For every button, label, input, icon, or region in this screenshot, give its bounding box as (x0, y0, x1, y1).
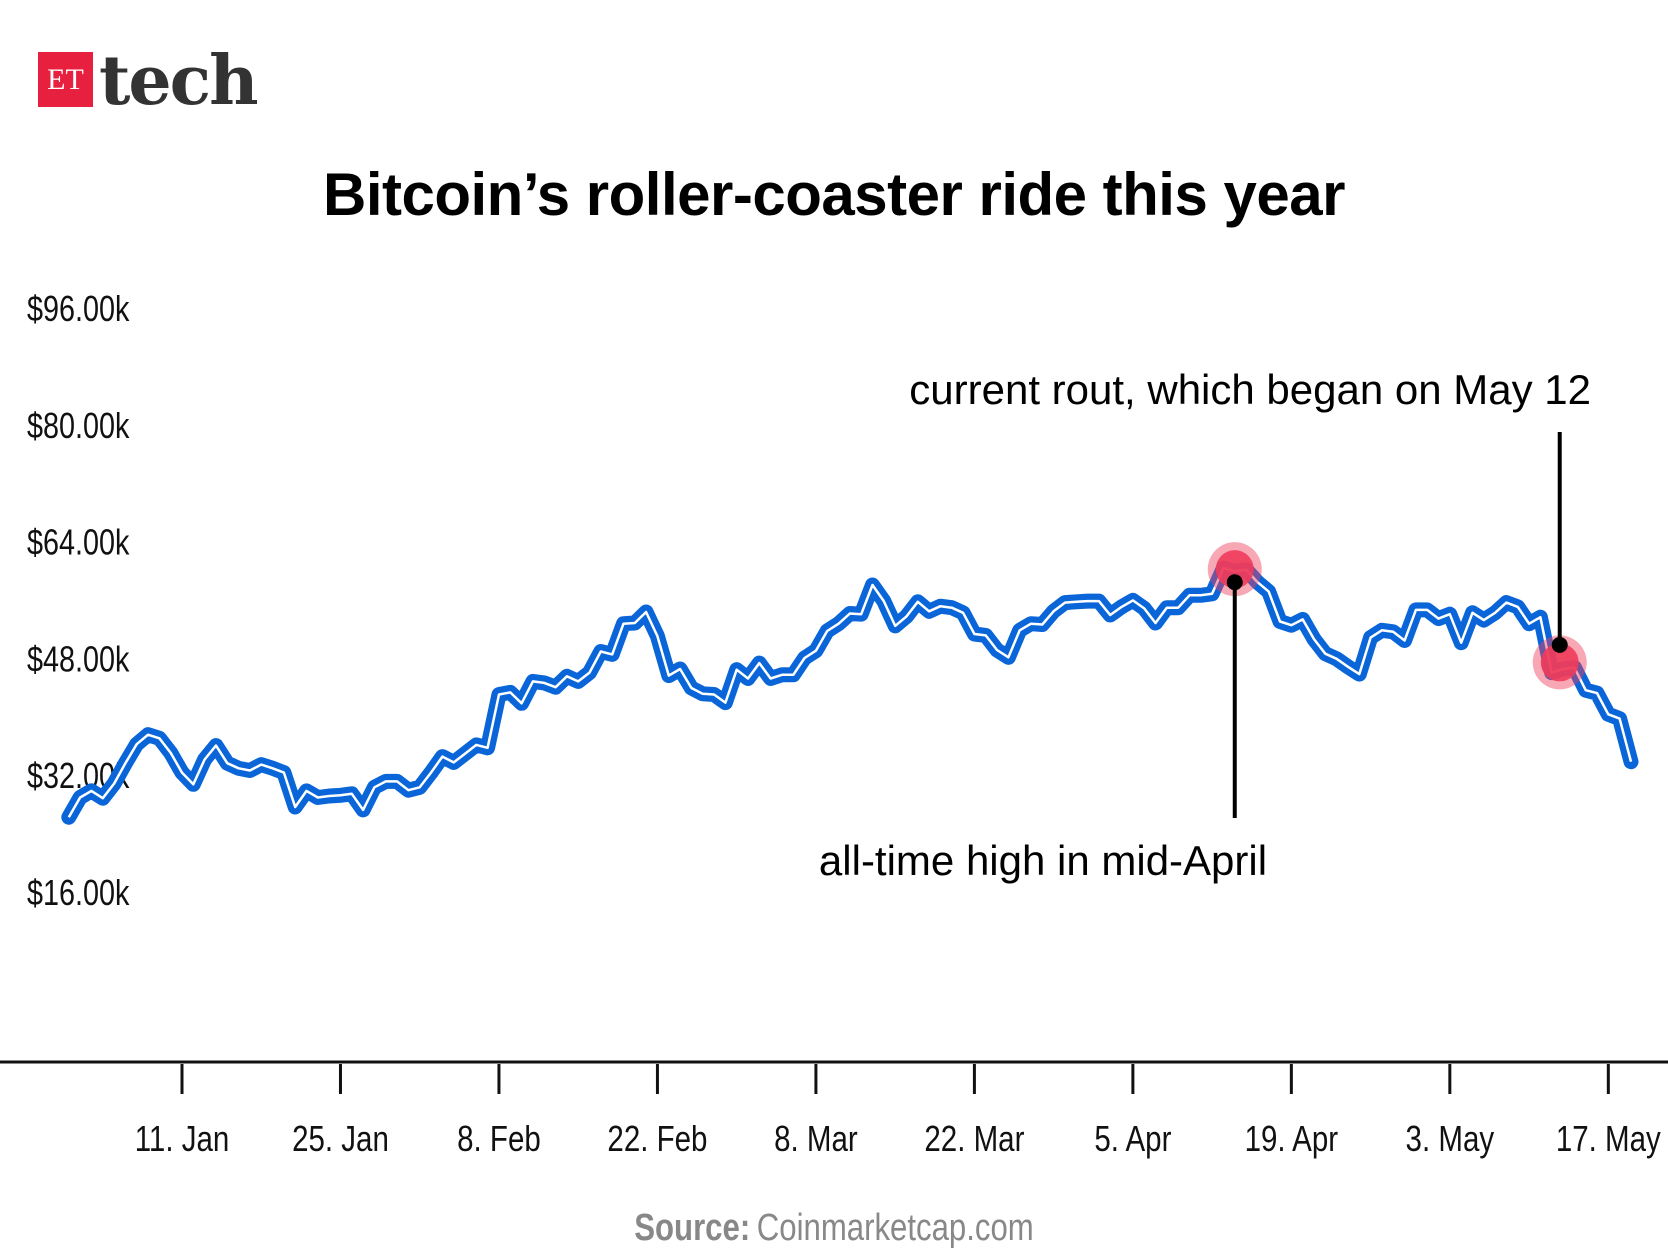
logo-badge: ET (38, 52, 93, 107)
price-line-highlight (67, 567, 1633, 818)
rout-annotation: current rout, which began on May 12 (909, 366, 1591, 413)
price-line (61, 560, 1639, 825)
x-tick-label: 11. Jan (135, 1118, 230, 1158)
rout-dot (1551, 636, 1568, 653)
source-label: Source: (634, 1207, 750, 1249)
x-tick-label: 8. Feb (457, 1118, 541, 1158)
x-tick-label: 22. Mar (924, 1118, 1024, 1158)
y-tick-label: $64.00k (27, 521, 130, 562)
ath-dot (1226, 574, 1243, 591)
x-tick-label: 17. May (1556, 1118, 1661, 1158)
x-tick-label: 8. Mar (774, 1118, 858, 1158)
y-tick-label: $48.00k (27, 638, 130, 679)
x-tick-label: 19. Apr (1245, 1118, 1339, 1158)
et-tech-logo: ET tech (38, 41, 259, 121)
x-tick-label: 5. Apr (1094, 1118, 1171, 1158)
logo-word: tech (99, 41, 259, 121)
x-tick-label: 25. Jan (292, 1118, 389, 1158)
ath-marker (1215, 550, 1254, 589)
rout-marker (1540, 643, 1579, 682)
ath-annotation: all-time high in mid-April (819, 837, 1267, 884)
source-value: Coinmarketcap.com (757, 1207, 1034, 1249)
source-text: Source: Coinmarketcap.com (634, 1207, 1034, 1249)
x-tick-label: 22. Feb (607, 1118, 707, 1158)
y-tick-label: $96.00k (27, 288, 130, 329)
chart-title: Bitcoin’s roller-coaster ride this year (323, 161, 1345, 228)
x-tick-label: 3. May (1406, 1118, 1495, 1158)
y-tick-label: $80.00k (27, 405, 130, 446)
y-tick-label: $16.00k (27, 872, 130, 913)
